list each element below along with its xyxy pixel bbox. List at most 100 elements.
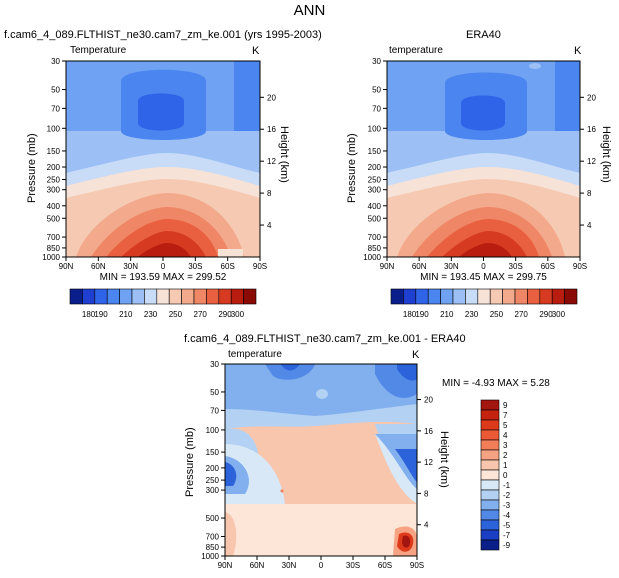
obs-ytick-label: 500 xyxy=(368,214,382,223)
diff-y2tick-label: 16 xyxy=(424,427,433,436)
model-ytick-label: 300 xyxy=(47,186,61,195)
obs-ytick-label: 400 xyxy=(368,202,382,211)
model-y2tick-label: 12 xyxy=(267,157,276,166)
obs-colorbar-swatch xyxy=(564,288,578,305)
model-colorbar-label: 210 xyxy=(119,310,133,319)
model-colorbar-label: 270 xyxy=(194,310,208,319)
model-xtick-label: 90N xyxy=(59,262,74,271)
obs-colorbar-label: 190 xyxy=(415,310,429,319)
model-ytick-label: 1000 xyxy=(42,253,60,262)
obs-y2tick-label: 12 xyxy=(587,157,596,166)
diff-xtick-label: 30S xyxy=(346,561,360,570)
obs-y2tick-label: 8 xyxy=(587,189,592,198)
model-xtick-label: 90S xyxy=(253,262,267,271)
obs-ytick-label: 200 xyxy=(368,163,382,172)
diff-colorbar-swatch xyxy=(480,539,500,551)
diff-ytick-label: 1000 xyxy=(201,552,219,561)
obs-panel-title: ERA40 xyxy=(466,29,501,41)
obs-colorbar-label: 300 xyxy=(552,310,566,319)
diff-colorbar-swatch xyxy=(480,439,500,451)
diff-colorbar-swatch xyxy=(480,469,500,481)
model-xtick-label: 0 xyxy=(161,262,166,271)
model-colorbar-label: 180 xyxy=(82,310,96,319)
diff-colorbar-label: -9 xyxy=(503,541,511,550)
obs-colorbar-label: 180 xyxy=(403,310,417,319)
diff-colorbar-label: -4 xyxy=(503,511,511,520)
obs-ytick-label: 250 xyxy=(368,176,382,185)
obs-colorbar-label: 290 xyxy=(539,310,553,319)
model-colorbar-swatch xyxy=(243,288,257,305)
diff-colorbar-swatch xyxy=(480,449,500,461)
diff-colorbar-swatch xyxy=(480,529,500,541)
model-ytick-label: 70 xyxy=(51,104,60,113)
obs-ytick-label: 70 xyxy=(372,104,381,113)
diff-ytick-label: 250 xyxy=(206,476,220,485)
diff-y2tick-label: 4 xyxy=(424,521,429,530)
obs-ytick-label: 1000 xyxy=(363,253,381,262)
diff-ytick-label: 70 xyxy=(210,406,219,415)
diff-colorbar-swatch xyxy=(480,429,500,441)
model-xtick-label: 30N xyxy=(123,262,138,271)
obs-ytick-label: 50 xyxy=(372,86,381,95)
model-units-label: K xyxy=(252,45,260,57)
diff-xtick-label: 30N xyxy=(282,561,297,570)
model-min-max: MIN = 193.59 MAX = 299.52 xyxy=(99,272,227,283)
obs-xtick-label: 30S xyxy=(509,262,523,271)
model-ytick-label: 250 xyxy=(47,176,61,185)
model-ytick-label: 700 xyxy=(47,233,61,242)
model-y2tick-label: 16 xyxy=(267,125,276,134)
obs-xtick-label: 0 xyxy=(481,262,486,271)
obs-xtick-label: 90N xyxy=(380,262,395,271)
model-colorbar-label: 230 xyxy=(144,310,158,319)
diff-colorbar-swatch xyxy=(480,459,500,471)
model-ytick-label: 100 xyxy=(47,124,61,133)
diff-colorbar-label: 9 xyxy=(503,401,508,410)
diff-xtick-label: 60N xyxy=(250,561,265,570)
diff-colorbar-swatch xyxy=(480,399,500,411)
model-ytick-label: 850 xyxy=(47,244,61,253)
obs-ytick-label: 100 xyxy=(368,124,382,133)
diff-colorbar-label: -1 xyxy=(503,481,511,490)
diff-units-label: K xyxy=(412,349,420,361)
obs-ytick-label: 150 xyxy=(368,147,382,156)
model-ytick-label: 30 xyxy=(51,57,60,66)
obs-min-max: MIN = 193.45 MAX = 299.75 xyxy=(420,272,547,283)
obs-xtick-label: 60S xyxy=(541,262,555,271)
diff-colorbar-label: 1 xyxy=(503,461,508,470)
diff-y2tick-label: 12 xyxy=(424,458,433,467)
obs-colorbar-label: 230 xyxy=(465,310,479,319)
model-colorbar-label: 290 xyxy=(218,310,232,319)
obs-y2tick-label: 4 xyxy=(587,221,592,230)
model-ytick-label: 200 xyxy=(47,163,61,172)
diff-colorbar-label: 4 xyxy=(503,431,508,440)
diff-contour-plot xyxy=(224,363,418,557)
model-xtick-label: 60S xyxy=(221,262,235,271)
diff-y2tick-label: 20 xyxy=(424,396,433,405)
diff-colorbar-swatch xyxy=(480,479,500,491)
obs-xtick-label: 90S xyxy=(573,262,587,271)
model-ytick-label: 50 xyxy=(51,86,60,95)
diff-colorbar-label: 7 xyxy=(503,411,508,420)
diff-y2tick-label: 8 xyxy=(424,489,429,498)
diff-colorbar-label: 2 xyxy=(503,451,508,460)
obs-ytick-label: 30 xyxy=(372,57,381,66)
model-colorbar: 180 190 210 230 250 270 290 300 xyxy=(69,288,257,319)
diff-colorbar-label: -7 xyxy=(503,531,511,540)
model-ytick-label: 500 xyxy=(47,214,61,223)
model-colorbar-label: 190 xyxy=(94,310,108,319)
obs-field-label: temperature xyxy=(389,45,443,56)
diff-colorbar-label: 3 xyxy=(503,441,508,450)
diff-ytick-label: 50 xyxy=(210,388,219,397)
model-xtick-label: 60N xyxy=(91,262,106,271)
model-ytick-label: 150 xyxy=(47,147,61,156)
diff-ytick-label: 850 xyxy=(206,543,220,552)
diff-colorbar-swatch xyxy=(480,419,500,431)
diff-colorbar-swatch xyxy=(480,509,500,521)
diff-colorbar-label: -3 xyxy=(503,501,511,510)
diff-colorbar-label: 0 xyxy=(503,471,508,480)
model-panel-title: f.cam6_4_089.FLTHIST_ne30.cam7_zm_ke.001… xyxy=(4,29,322,41)
diff-xtick-label: 0 xyxy=(319,561,324,570)
